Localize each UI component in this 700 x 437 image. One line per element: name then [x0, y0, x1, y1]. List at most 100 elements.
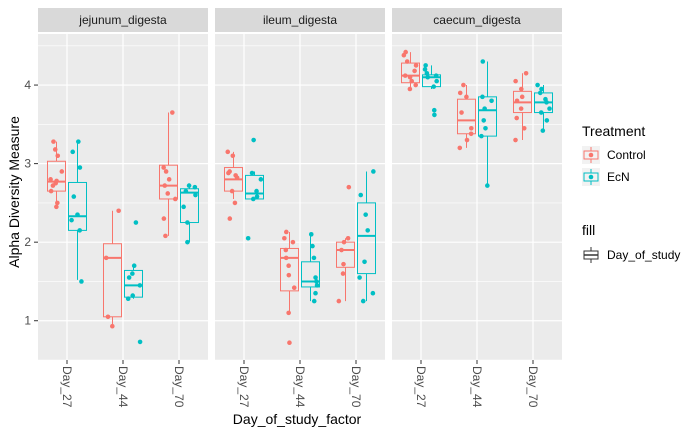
x-axis-title: Day_of_study_factor [233, 411, 362, 427]
data-point [523, 70, 529, 76]
legend-fill-title: fill [582, 222, 595, 238]
x-tick-label: Day_27 [60, 366, 74, 408]
data-point [407, 86, 413, 92]
data-point [282, 235, 287, 241]
data-point [519, 94, 525, 100]
data-point [311, 298, 317, 304]
legend-entry-day-of-study: Day_of_study [582, 246, 680, 264]
data-point [249, 170, 255, 176]
data-point [365, 228, 371, 233]
box-Day_27-EcN [245, 137, 264, 241]
data-point [459, 110, 464, 115]
data-point [432, 112, 437, 118]
data-point [245, 235, 251, 241]
box-Day_27-EcN [68, 139, 87, 284]
data-point [422, 67, 428, 72]
y-axis: 1 2 3 4 [24, 78, 38, 328]
data-point [287, 340, 292, 346]
data-point [425, 74, 431, 80]
data-point [402, 73, 408, 78]
data-point [413, 82, 419, 88]
legend-entry-label: Day_of_study [607, 248, 680, 262]
facet-strip [215, 8, 385, 32]
data-point [186, 183, 192, 188]
data-point [71, 194, 77, 199]
y-tick-label: 1 [24, 314, 31, 328]
data-point [125, 296, 131, 302]
legend-entry-label: EcN [607, 170, 630, 184]
data-point [480, 59, 486, 64]
data-point [543, 96, 548, 102]
data-point [54, 204, 59, 210]
data-point [537, 90, 543, 96]
data-point [464, 137, 470, 143]
box-Day_44-EcN [478, 59, 497, 188]
y-tick-label: 3 [24, 157, 31, 171]
box-Day_27-Control [47, 139, 66, 210]
data-point [413, 63, 419, 68]
data-point [308, 232, 314, 237]
facet-strip-label: caecum_digesta [433, 13, 521, 27]
data-point [513, 137, 518, 143]
data-point [514, 115, 520, 121]
data-point [314, 283, 320, 288]
box-body [280, 247, 299, 292]
box-body [159, 164, 178, 200]
box-body [103, 243, 122, 318]
facet-strip [38, 8, 208, 32]
box-body [457, 98, 476, 135]
data-point [183, 188, 189, 194]
data-point [286, 263, 291, 269]
box-Day_27-Control [224, 149, 243, 221]
data-point [161, 165, 166, 170]
data-point [412, 68, 417, 74]
data-point [481, 118, 487, 123]
facet-strip-label: jejunum_digesta [78, 13, 167, 27]
data-point [163, 233, 168, 239]
box-Day_44-EcN [301, 232, 320, 304]
data-point [52, 147, 58, 152]
data-point [161, 216, 167, 221]
facet-ileum_digesta: ileum_digesta Day_27 Day_44 Day_70 [215, 8, 385, 408]
data-point [130, 271, 135, 276]
data-point [544, 118, 550, 123]
data-point [480, 94, 485, 100]
data-point [162, 183, 168, 188]
data-point [433, 73, 439, 78]
data-point [283, 229, 289, 235]
data-point [468, 131, 474, 137]
data-point [55, 200, 60, 206]
data-point [254, 194, 260, 199]
data-point [424, 70, 430, 76]
data-point [103, 255, 109, 261]
box-Day_44-Control [103, 208, 122, 329]
data-point [232, 200, 238, 206]
data-point [254, 188, 259, 194]
data-point [341, 261, 346, 267]
data-point [407, 74, 413, 80]
data-point [521, 125, 527, 131]
data-point [518, 106, 524, 111]
data-point [48, 177, 53, 182]
data-point [185, 239, 190, 245]
legend-key-point [588, 152, 594, 158]
data-point [133, 220, 139, 225]
data-point [370, 290, 376, 296]
data-point [59, 169, 65, 174]
data-point [482, 106, 487, 111]
box-Day_27-EcN [422, 63, 441, 118]
box-body [301, 261, 320, 288]
data-point [251, 137, 256, 143]
data-point [358, 192, 364, 198]
data-point [513, 78, 518, 84]
data-point [519, 86, 524, 92]
data-point [360, 298, 366, 304]
data-point [55, 153, 61, 159]
y-tick-label: 2 [24, 235, 31, 249]
data-point [77, 165, 83, 170]
box-Day_70-Control [336, 184, 355, 304]
data-point [404, 59, 410, 64]
data-point [233, 173, 238, 178]
data-point [290, 239, 296, 245]
